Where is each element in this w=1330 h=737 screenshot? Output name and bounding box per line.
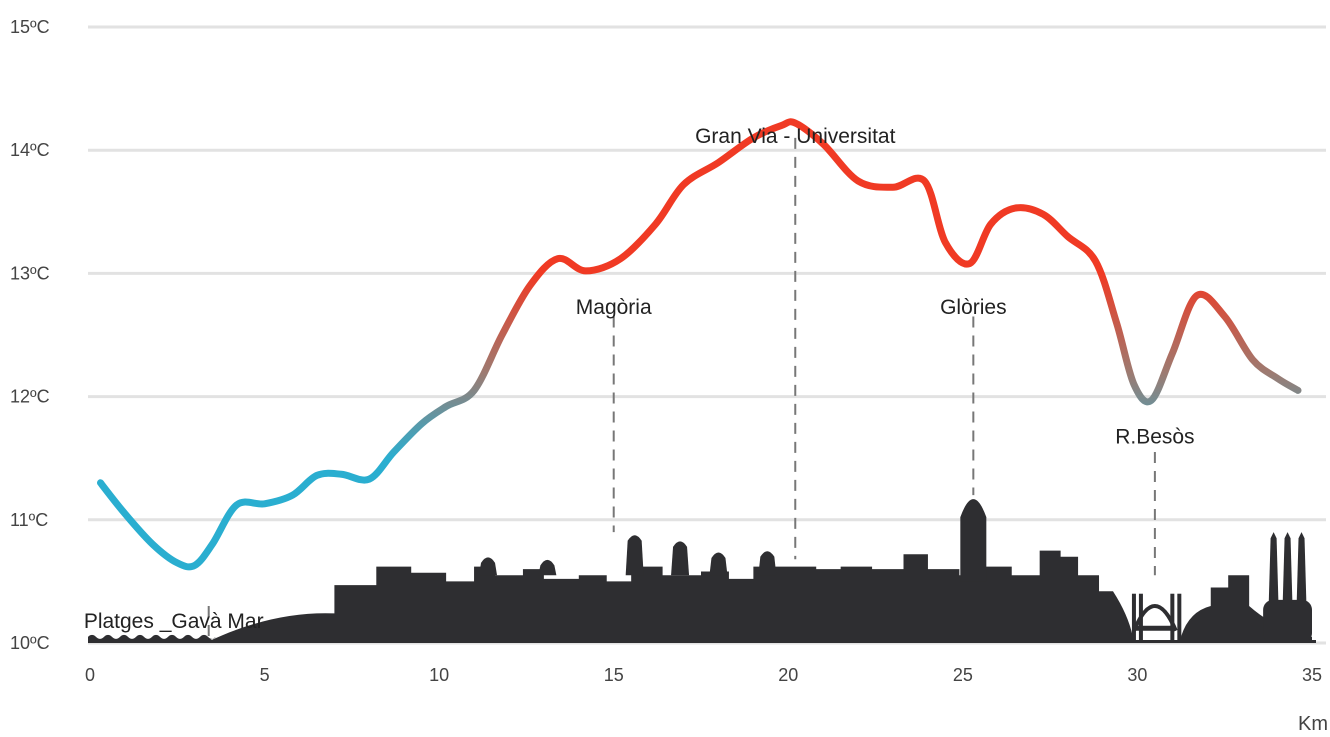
grid-lines — [88, 25, 1326, 645]
annotation-label: Platges _Gavà Mar — [84, 610, 264, 633]
skyline-buildings — [205, 550, 1134, 643]
annotation-label: Glòries — [940, 296, 1007, 319]
power-plant-base — [1263, 599, 1312, 643]
ground-line — [88, 640, 1316, 643]
y-tick-label: 15ºC — [10, 17, 50, 37]
annotation-label: Magòria — [576, 296, 652, 319]
annotation-label: Gran Via - Universitat — [695, 125, 896, 148]
y-tick-label: 12ºC — [10, 387, 50, 407]
y-tick-label: 13ºC — [10, 263, 50, 283]
bridge-pillar — [1170, 593, 1175, 643]
y-tick-label: 14ºC — [10, 140, 50, 160]
y-tick-label: 11ºC — [10, 510, 48, 530]
skyline-spire — [709, 552, 728, 576]
temperature-line — [97, 118, 1302, 571]
x-tick-label: 15 — [604, 665, 624, 685]
y-axis: 10ºC 11ºC 12ºC 13ºC 14ºC 15ºC — [10, 17, 50, 653]
series-layer — [97, 118, 1302, 571]
skyline-spire — [758, 551, 777, 576]
y-tick-label: 10ºC — [10, 633, 50, 653]
annotation-labels: Platges _Gavà Mar Magòria Gran Via - Unive… — [84, 125, 1195, 633]
x-tick-label: 5 — [260, 665, 270, 685]
skyline-spire — [479, 557, 498, 576]
skyline-spire — [671, 541, 690, 576]
x-axis-unit-label: Km — [1298, 713, 1328, 735]
bridge-deck — [1133, 625, 1176, 631]
skyline-spire — [538, 559, 557, 576]
skyline-spire — [625, 535, 644, 576]
bridge-pillar — [1131, 593, 1136, 643]
bridge-pillar — [1177, 593, 1182, 643]
x-tick-label: 10 — [429, 665, 449, 685]
x-tick-label: 25 — [953, 665, 973, 685]
x-tick-label: 0 — [85, 665, 95, 685]
x-tick-label: 35 — [1302, 665, 1322, 685]
city-skyline-silhouette — [88, 499, 1316, 643]
bridge-pillar — [1138, 593, 1143, 643]
annotation-label: R.Besòs — [1115, 425, 1194, 448]
x-tick-label: 20 — [778, 665, 798, 685]
x-tick-label: 30 — [1127, 665, 1147, 685]
torre-glories-tower — [960, 499, 987, 582]
x-axis: 0 5 10 15 20 25 30 35 — [85, 665, 1322, 685]
annotation-leader-lines — [207, 137, 1156, 637]
